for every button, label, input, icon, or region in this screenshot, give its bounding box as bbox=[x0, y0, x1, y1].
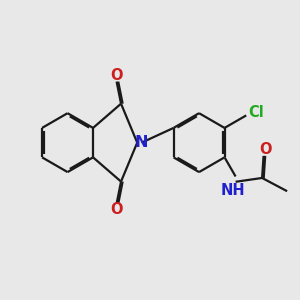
Text: O: O bbox=[110, 202, 123, 217]
Text: O: O bbox=[110, 68, 123, 83]
Text: O: O bbox=[259, 142, 271, 158]
Text: NH: NH bbox=[221, 183, 246, 198]
Text: Cl: Cl bbox=[248, 105, 264, 120]
Text: N: N bbox=[134, 135, 148, 150]
